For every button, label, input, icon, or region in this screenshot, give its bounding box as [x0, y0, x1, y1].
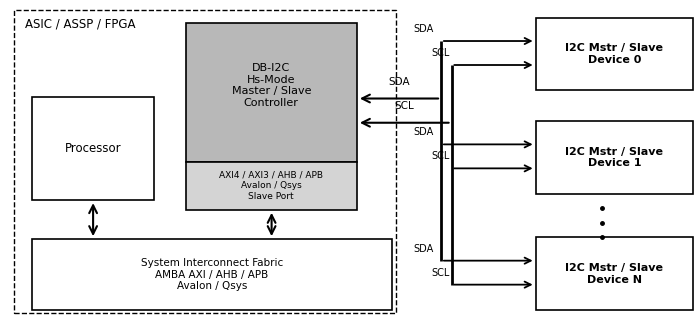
FancyBboxPatch shape: [186, 23, 357, 162]
Text: I2C Mstr / Slave
Device 1: I2C Mstr / Slave Device 1: [566, 147, 664, 168]
Text: SDA: SDA: [414, 127, 434, 137]
Text: I2C Mstr / Slave
Device N: I2C Mstr / Slave Device N: [566, 263, 664, 285]
Text: I2C Mstr / Slave
Device 0: I2C Mstr / Slave Device 0: [566, 43, 664, 65]
Text: SDA: SDA: [389, 77, 410, 87]
Text: ASIC / ASSP / FPGA: ASIC / ASSP / FPGA: [25, 18, 135, 31]
Text: DB-I2C
Hs-Mode
Master / Slave
Controller: DB-I2C Hs-Mode Master / Slave Controller: [232, 63, 311, 108]
Text: SDA: SDA: [414, 24, 434, 34]
Text: System Interconnect Fabric
AMBA AXI / AHB / APB
Avalon / Qsys: System Interconnect Fabric AMBA AXI / AH…: [141, 258, 283, 291]
FancyBboxPatch shape: [32, 97, 154, 200]
Text: SDA: SDA: [414, 244, 434, 254]
Text: AXI4 / AXI3 / AHB / APB
Avalon / Qsys
Slave Port: AXI4 / AXI3 / AHB / APB Avalon / Qsys Sl…: [219, 171, 323, 201]
FancyBboxPatch shape: [536, 18, 693, 90]
Text: SCL: SCL: [432, 48, 450, 58]
Text: SCL: SCL: [394, 101, 414, 111]
Text: SCL: SCL: [432, 267, 450, 277]
FancyBboxPatch shape: [186, 162, 357, 210]
Text: Processor: Processor: [64, 142, 121, 155]
FancyBboxPatch shape: [32, 239, 392, 310]
FancyBboxPatch shape: [536, 121, 693, 194]
FancyBboxPatch shape: [536, 237, 693, 310]
Text: SCL: SCL: [432, 151, 450, 161]
